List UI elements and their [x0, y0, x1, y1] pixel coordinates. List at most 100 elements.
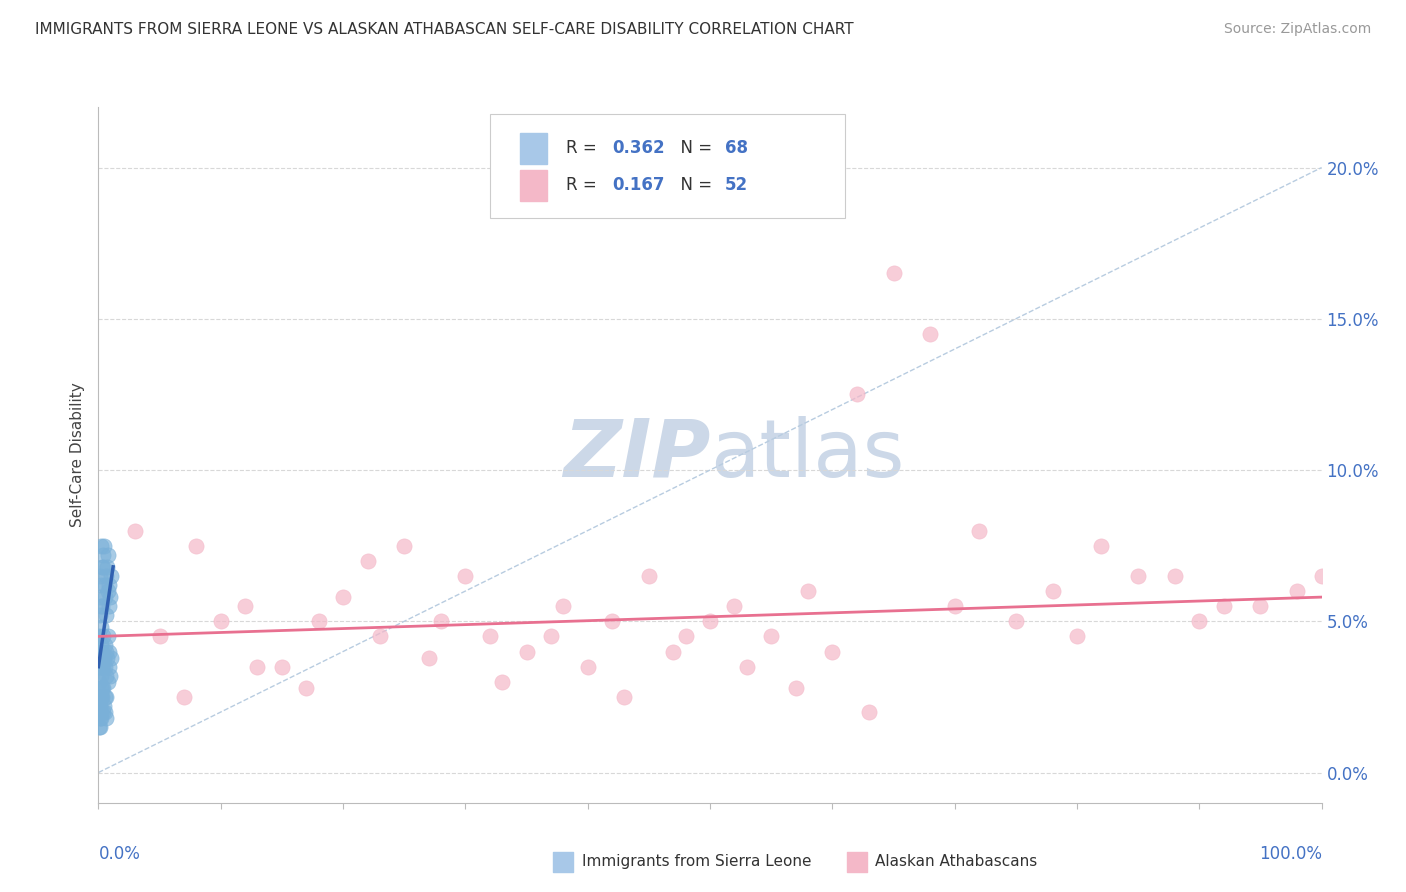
Point	[516, 644, 538, 658]
Point	[87, 650, 110, 665]
Point	[332, 590, 354, 604]
Point	[91, 599, 114, 614]
Point	[91, 768, 114, 782]
Point	[1286, 584, 1309, 599]
Point	[89, 674, 111, 689]
Point	[491, 674, 513, 689]
Point	[356, 554, 378, 568]
Text: Source: ZipAtlas.com: Source: ZipAtlas.com	[1223, 22, 1371, 37]
Point	[91, 644, 114, 658]
Point	[98, 578, 121, 592]
Point	[1042, 584, 1064, 599]
Point	[93, 639, 115, 653]
Point	[94, 569, 117, 583]
Point	[89, 705, 111, 719]
FancyBboxPatch shape	[520, 169, 547, 201]
Point	[90, 681, 112, 695]
Point	[93, 578, 115, 592]
Text: 68: 68	[724, 139, 748, 157]
Point	[186, 539, 208, 553]
Point	[93, 698, 115, 713]
Text: 0.362: 0.362	[612, 139, 665, 157]
Point	[87, 720, 110, 734]
Point	[540, 629, 562, 643]
Point	[89, 590, 111, 604]
Point	[96, 650, 118, 665]
Point	[89, 659, 111, 673]
Point	[94, 705, 117, 719]
Point	[845, 387, 868, 401]
Point	[91, 690, 114, 704]
Point	[90, 639, 112, 653]
Point	[93, 539, 115, 553]
Point	[858, 705, 880, 719]
Point	[735, 659, 758, 673]
Point	[98, 644, 121, 658]
Point	[576, 659, 599, 673]
Point	[94, 659, 117, 673]
Point	[124, 524, 146, 538]
Point	[1128, 569, 1150, 583]
Text: R =: R =	[565, 176, 602, 194]
Text: 52: 52	[724, 176, 748, 194]
Point	[173, 690, 195, 704]
Point	[98, 590, 121, 604]
Point	[89, 698, 111, 713]
Point	[91, 705, 114, 719]
Point	[96, 559, 118, 574]
Point	[90, 705, 112, 719]
Point	[90, 669, 112, 683]
Point	[91, 548, 114, 562]
FancyBboxPatch shape	[520, 133, 547, 164]
Point	[90, 681, 112, 695]
Point	[90, 659, 112, 673]
Point	[638, 569, 661, 583]
Point	[1250, 599, 1272, 614]
Point	[368, 629, 391, 643]
Point	[100, 650, 122, 665]
Point	[89, 569, 111, 583]
Point	[613, 690, 636, 704]
Text: atlas: atlas	[710, 416, 904, 494]
Point	[1164, 569, 1187, 583]
Point	[308, 615, 330, 629]
Point	[96, 608, 118, 623]
Point	[920, 326, 942, 341]
Point	[723, 599, 745, 614]
Point	[1310, 569, 1333, 583]
Point	[90, 690, 112, 704]
Text: N =: N =	[669, 139, 717, 157]
Point	[91, 681, 114, 695]
Point	[91, 659, 114, 673]
Point	[97, 659, 120, 673]
Point	[91, 629, 114, 643]
Text: 0.0%: 0.0%	[98, 845, 141, 863]
Point	[96, 669, 118, 683]
Point	[785, 681, 807, 695]
Point	[94, 590, 117, 604]
Text: 100.0%: 100.0%	[1258, 845, 1322, 863]
Point	[662, 644, 685, 658]
Point	[89, 629, 111, 643]
Point	[1188, 615, 1211, 629]
Point	[91, 559, 114, 574]
Point	[94, 768, 117, 782]
Text: Immigrants from Sierra Leone: Immigrants from Sierra Leone	[582, 855, 811, 870]
Point	[89, 650, 111, 665]
Text: 0.167: 0.167	[612, 176, 665, 194]
Point	[600, 615, 623, 629]
Point	[89, 720, 111, 734]
Point	[209, 615, 232, 629]
Point	[1004, 615, 1026, 629]
Point	[87, 690, 110, 704]
Point	[97, 548, 120, 562]
Point	[418, 650, 440, 665]
Point	[93, 650, 115, 665]
Point	[149, 629, 172, 643]
Point	[967, 524, 990, 538]
Point	[97, 629, 120, 643]
Point	[1212, 599, 1234, 614]
Point	[392, 539, 416, 553]
Point	[553, 599, 575, 614]
FancyBboxPatch shape	[489, 114, 845, 219]
